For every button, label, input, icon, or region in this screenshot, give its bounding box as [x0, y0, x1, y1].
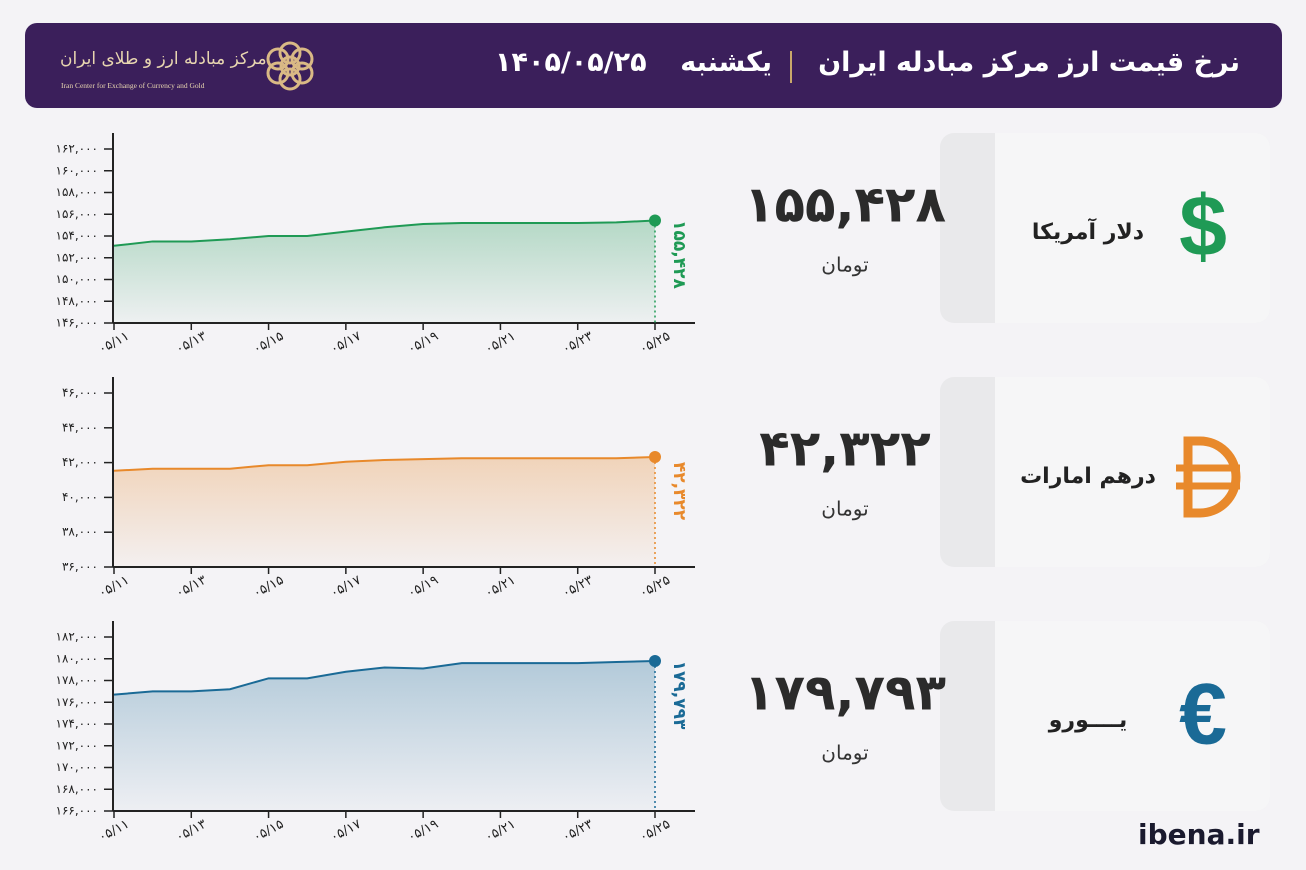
x-tick-label: ۰۵/۲۱ [483, 573, 519, 601]
x-tick-label: ۰۵/۱۱ [96, 817, 132, 845]
x-tick-label: ۰۵/۲۳ [560, 329, 596, 357]
area [114, 220, 655, 323]
y-tick-label: ۴۶,۰۰۰ [62, 386, 98, 400]
y-tick-label: ۱۶۶,۰۰۰ [56, 804, 99, 818]
unit: تومان [821, 253, 868, 277]
y-tick-label: ۱۵۸,۰۰۰ [56, 185, 99, 199]
y-tick-label: ۱۷۰,۰۰۰ [56, 760, 99, 774]
y-tick-label: ۱۵۶,۰۰۰ [56, 207, 99, 221]
y-tick-label: ۱۶۸,۰۰۰ [56, 782, 99, 796]
logo-text: مرکز مبادله ارز و طلای ایران [60, 49, 267, 69]
date: ۱۴۰۵/۰۵/۲۵ [495, 47, 647, 78]
unit: تومان [821, 741, 868, 765]
y-tick-label: ۱۶۲,۰۰۰ [56, 142, 99, 156]
x-tick-label: ۰۵/۲۵ [637, 329, 673, 357]
logo-emblem [266, 41, 314, 91]
x-tick-label: ۰۵/۲۱ [483, 329, 519, 357]
currency-symbol: € [1179, 667, 1227, 763]
unit: تومان [821, 497, 868, 521]
currency-symbol [1176, 436, 1241, 518]
value-label: ۴۲,۳۲۲ [669, 462, 689, 521]
card-inner-edge [995, 133, 1015, 323]
line [113, 455, 656, 472]
y-tick-label: ۱۵۴,۰۰۰ [56, 229, 99, 243]
currency-symbol: $ [1179, 179, 1227, 275]
y-tick-label: ۱۷۶,۰۰۰ [56, 695, 99, 709]
card-inner [995, 377, 1270, 567]
y-tick-label: ۳۸,۰۰۰ [62, 525, 98, 539]
value-label: ۱۵۵,۴۲۸ [669, 220, 689, 289]
end-point [649, 450, 661, 463]
y-tick-label: ۴۴,۰۰۰ [62, 420, 98, 434]
x-tick-label: ۰۵/۲۵ [637, 817, 673, 845]
y-tick-label: ۱۵۲,۰۰۰ [56, 250, 99, 264]
title: نرخ قیمت ارز مرکز مبادله ایران [818, 47, 1240, 78]
area [114, 661, 655, 811]
y-tick-label: ۱۷۴,۰۰۰ [56, 717, 99, 731]
x-tick-label: ۰۵/۱۳ [173, 817, 209, 845]
x-tick-label: ۰۵/۱۵ [251, 573, 287, 601]
area [114, 456, 655, 567]
line [113, 660, 656, 696]
card-inner [995, 133, 1270, 323]
x-tick-label: ۰۵/۱۳ [173, 573, 209, 601]
value-label: ۱۷۹,۷۹۳ [669, 661, 689, 730]
card-inner-edge [995, 377, 1015, 567]
x-tick-label: ۰۵/۱۱ [96, 329, 132, 357]
source: ibena.ir [1138, 818, 1260, 851]
y-tick-label: ۱۷۲,۰۰۰ [56, 738, 99, 752]
y-tick-label: ۱۸۰,۰۰۰ [56, 651, 99, 665]
x-tick-label: ۰۵/۲۳ [560, 573, 596, 601]
card-inner [995, 621, 1270, 811]
y-tick-label: ۳۶,۰۰۰ [62, 560, 98, 574]
price: ۴۲,۳۲۲ [759, 420, 931, 478]
line [113, 219, 656, 247]
y-tick-label: ۱۶۰,۰۰۰ [56, 163, 99, 177]
header: نرخ قیمت ارز مرکز مبادله ایران یکشنبه ۱۴… [25, 23, 1282, 108]
y-tick-label: ۱۴۸,۰۰۰ [56, 294, 99, 308]
x-tick-label: ۰۵/۱۹ [405, 573, 441, 601]
x-tick-label: ۰۵/۱۵ [251, 329, 287, 357]
x-tick-label: ۰۵/۲۳ [560, 817, 596, 845]
x-tick-label: ۰۵/۲۱ [483, 817, 519, 845]
separator [790, 51, 792, 83]
currency-name: درهم امارات [1020, 464, 1156, 489]
x-tick-label: ۰۵/۱۵ [251, 817, 287, 845]
x-tick-label: ۰۵/۱۱ [96, 573, 132, 601]
x-tick-label: ۰۵/۱۹ [405, 817, 441, 845]
price: ۱۵۵,۴۲۸ [744, 176, 946, 234]
y-tick-label: ۴۲,۰۰۰ [62, 455, 98, 469]
end-point [649, 655, 661, 668]
currency-name: دلار آمریکا [1032, 217, 1144, 245]
card-inner-edge [995, 621, 1015, 811]
x-tick-label: ۰۵/۱۷ [328, 329, 364, 357]
x-tick-label: ۰۵/۱۹ [405, 329, 441, 357]
x-tick-label: ۰۵/۱۳ [173, 329, 209, 357]
y-tick-label: ۱۵۰,۰۰۰ [56, 272, 99, 286]
y-tick-label: ۴۰,۰۰۰ [62, 490, 98, 504]
y-tick-label: ۱۷۸,۰۰۰ [56, 673, 99, 687]
x-tick-label: ۰۵/۲۵ [637, 573, 673, 601]
y-tick-label: ۱۸۲,۰۰۰ [56, 630, 99, 644]
x-tick-label: ۰۵/۱۷ [328, 573, 364, 601]
end-point [649, 214, 661, 227]
price: ۱۷۹,۷۹۳ [744, 664, 946, 722]
x-tick-label: ۰۵/۱۷ [328, 817, 364, 845]
y-tick-label: ۱۴۶,۰۰۰ [56, 316, 99, 330]
logo-subtext: Iran Center for Exchange of Currency and… [61, 81, 205, 90]
day: یکشنبه [680, 47, 772, 78]
currency-name: یــــورو [1048, 708, 1127, 733]
